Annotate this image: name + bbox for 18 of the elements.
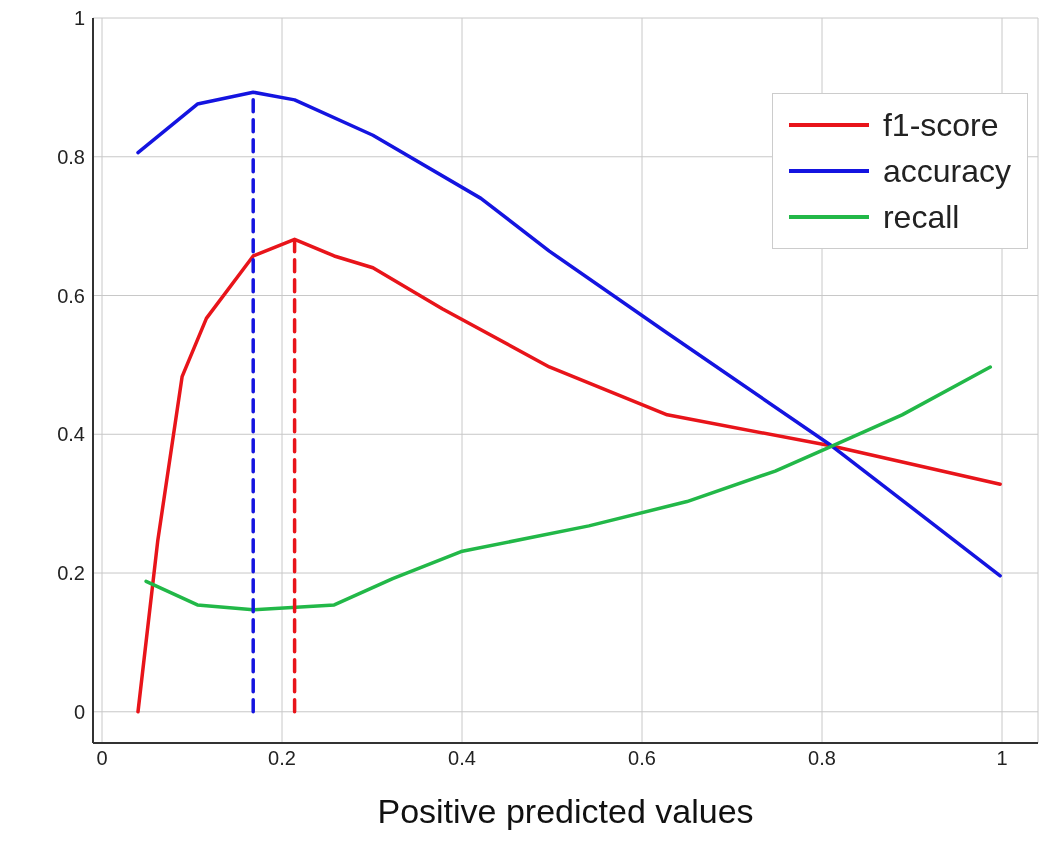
legend-label: recall	[882, 198, 960, 237]
x-axis-title: Positive predicted values	[377, 792, 754, 830]
legend-label: accuracy	[882, 152, 1011, 191]
line-series	[144, 365, 993, 612]
x-tick-label: 1	[996, 747, 1008, 770]
y-tick-label: 0.8	[57, 145, 85, 168]
y-tick-label: 1	[73, 7, 85, 30]
x-tick-label: 0.8	[808, 747, 836, 770]
y-tick-label: 0.2	[57, 562, 85, 585]
y-tick-label: 0	[73, 700, 85, 723]
y-tick-label: 0.6	[57, 284, 85, 307]
legend-label: f1-score	[882, 106, 999, 145]
x-tick-label: 0.6	[628, 747, 656, 770]
x-tick-label: 0	[96, 747, 108, 770]
y-tick-label: 0.4	[57, 423, 85, 446]
line-series	[136, 237, 1002, 714]
x-tick-label: 0.4	[448, 747, 476, 770]
x-tick-label: 0.2	[268, 747, 296, 770]
